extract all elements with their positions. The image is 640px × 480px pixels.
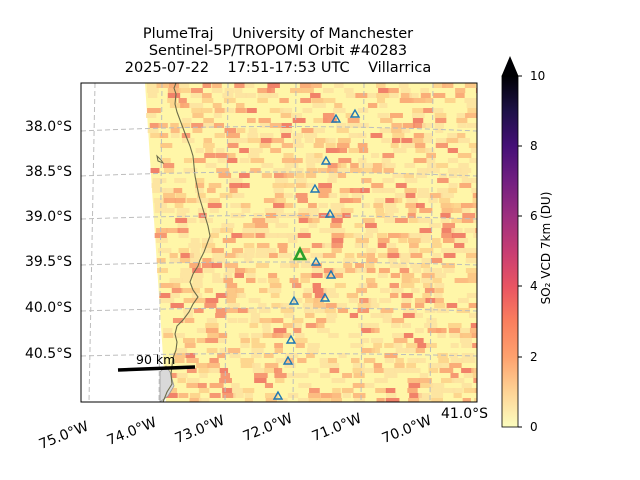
colorbar-tick-label: 8: [530, 139, 538, 153]
colorbar-tick-label: 2: [530, 350, 538, 364]
station-marker: [319, 292, 331, 302]
title-line-2: Sentinel-5P/TROPOMI Orbit #40283: [148, 43, 408, 59]
colorbar-label: SO₂ VCD 7km (DU): [539, 191, 553, 305]
station-marker: [330, 113, 342, 123]
colorbar-tick-label: 4: [530, 279, 538, 293]
graticule: [81, 83, 477, 402]
colorbar-tick-label: 6: [530, 209, 538, 223]
station-marker: [282, 355, 294, 365]
station-marker: [309, 183, 321, 193]
station-marker: [320, 155, 332, 165]
station-marker: [349, 108, 361, 118]
colorbar-tick-label: 0: [530, 420, 538, 434]
scale-bar-label: 90 km: [136, 352, 176, 367]
station-markers: [272, 108, 361, 400]
station-marker: [288, 295, 300, 305]
title-line-1: PlumeTraj University of Manchester: [142, 26, 414, 42]
corner-lat-label: 41.0°S: [441, 406, 489, 422]
station-marker: [310, 256, 322, 266]
coastline: [162, 83, 211, 402]
map-frame: [80, 82, 478, 403]
station-marker: [285, 334, 297, 344]
land-outside-swath: [159, 365, 175, 402]
lat-tick-label: 40.0°S: [24, 300, 72, 316]
title-line-3: 2025-07-22 17:51-17:53 UTC Villarrica: [124, 60, 432, 76]
lat-tick-label: 38.5°S: [24, 164, 72, 180]
lat-tick-label: 39.0°S: [24, 209, 72, 225]
station-marker: [325, 269, 337, 279]
lat-tick-label: 38.0°S: [24, 119, 72, 135]
colorbar-extend-arrow: [501, 55, 519, 77]
station-marker: [272, 390, 284, 400]
scale-bar: [117, 365, 196, 372]
volcano-marker: [292, 246, 308, 261]
lake-outline: [156, 154, 165, 165]
lat-tick-label: 40.5°S: [24, 346, 72, 362]
colorbar: [501, 55, 522, 428]
station-marker: [324, 208, 336, 218]
lat-tick-label: 39.5°S: [24, 254, 72, 270]
so2-pixels: [146, 83, 477, 402]
colorbar-tick-label: 10: [530, 69, 546, 83]
colorbar-gradient: [501, 75, 519, 428]
